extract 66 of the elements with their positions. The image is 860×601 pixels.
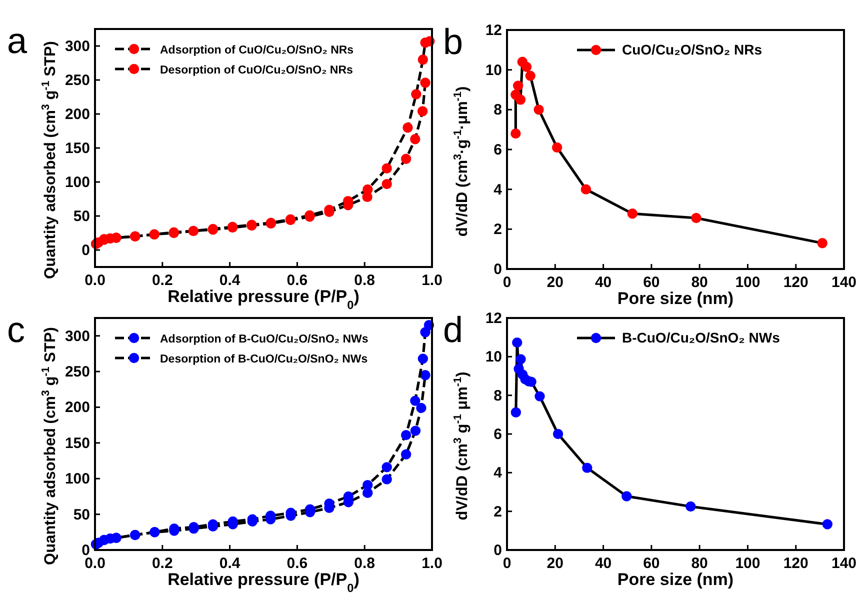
y-tick-label: 2 xyxy=(494,503,502,520)
x-axis-title: Pore size (nm) xyxy=(617,570,734,589)
y-tick-label: 4 xyxy=(494,464,503,482)
y-tick-label: 300 xyxy=(64,38,90,55)
y-tick-label: 6 xyxy=(494,426,502,443)
x-tick-label: 0.0 xyxy=(84,272,106,289)
chart-title: b xyxy=(443,21,464,62)
y-tick-label: 8 xyxy=(494,102,502,119)
x-tick-label: 120 xyxy=(783,555,808,572)
x-tick-label: 0.4 xyxy=(219,272,241,289)
y-tick-label: 0 xyxy=(82,242,90,259)
x-tick-label: 100 xyxy=(735,555,760,572)
y-tick-label: 150 xyxy=(64,434,90,452)
legend-label: B-CuO/Cu₂O/SnO₂ NWs xyxy=(622,330,780,346)
y-tick-label: 2 xyxy=(494,221,502,238)
x-tick-label: 0.2 xyxy=(152,555,173,572)
y-tick-label: 100 xyxy=(64,470,90,488)
x-axis-title: Relative pressure (P/P$_{0}$) xyxy=(168,287,360,312)
x-tick-label: 0.6 xyxy=(286,272,308,289)
chart-title: d xyxy=(443,309,464,350)
x-tick-label: 60 xyxy=(643,555,660,572)
x-tick-label: 1.0 xyxy=(422,272,442,289)
x-tick-label: 120 xyxy=(783,274,808,291)
chart-title: a xyxy=(7,20,28,61)
x-tick-label: 20 xyxy=(546,555,564,572)
y-tick-label: 0 xyxy=(494,261,502,278)
y-tick-label: 200 xyxy=(64,106,90,123)
y-tick-label: 50 xyxy=(73,506,90,524)
x-tick-label: 100 xyxy=(735,274,760,291)
y-tick-label: 4 xyxy=(494,181,503,198)
x-tick-label: 140 xyxy=(831,555,857,572)
x-tick-label: 40 xyxy=(594,555,612,572)
chart-title: c xyxy=(7,309,25,350)
x-tick-label: 0.4 xyxy=(219,555,241,572)
x-tick-label: 40 xyxy=(594,274,612,291)
x-tick-label: 0.2 xyxy=(152,272,173,289)
x-tick-label: 140 xyxy=(831,274,857,291)
y-tick-label: 0 xyxy=(494,542,502,559)
y-tick-label: 10 xyxy=(485,62,502,79)
y-tick-label: 8 xyxy=(494,387,502,404)
x-tick-label: 1.0 xyxy=(422,555,442,572)
y-tick-label: 300 xyxy=(64,328,90,345)
x-tick-label: 0.8 xyxy=(354,555,376,572)
x-tick-label: 20 xyxy=(546,274,564,291)
legend-label: Desorption of B-CuO/Cu₂O/SnO₂ NWs xyxy=(160,354,368,366)
x-tick-label: 0.8 xyxy=(354,272,376,289)
x-axis-title: Pore size (nm) xyxy=(617,289,734,308)
y-tick-label: 12 xyxy=(485,22,502,39)
y-tick-label: 50 xyxy=(73,208,90,225)
legend-label: Desorption of CuO/Cu₂O/SnO₂ NRs xyxy=(160,64,353,76)
y-tick-label: 12 xyxy=(485,310,502,327)
y-tick-label: 100 xyxy=(64,174,90,191)
y-tick-label: 150 xyxy=(64,140,90,157)
y-tick-label: 250 xyxy=(64,364,90,381)
y-tick-label: 200 xyxy=(64,399,90,416)
x-tick-label: 80 xyxy=(691,555,708,572)
x-tick-label: 80 xyxy=(691,274,708,291)
y-tick-label: 250 xyxy=(64,72,90,89)
x-tick-label: 60 xyxy=(643,274,660,291)
legend-label: Adsorption of B-CuO/Cu₂O/SnO₂ NWs xyxy=(160,334,368,346)
x-tick-label: 0.6 xyxy=(286,555,308,572)
y-tick-label: 6 xyxy=(494,142,502,158)
legend-label: Adsorption of CuO/Cu₂O/SnO₂ NRs xyxy=(160,44,354,56)
y-tick-label: 10 xyxy=(485,348,502,366)
legend-label: CuO/Cu₂O/SnO₂ NRs xyxy=(622,42,762,58)
x-axis-title: Relative pressure (P/P$_{0}$) xyxy=(168,570,360,595)
